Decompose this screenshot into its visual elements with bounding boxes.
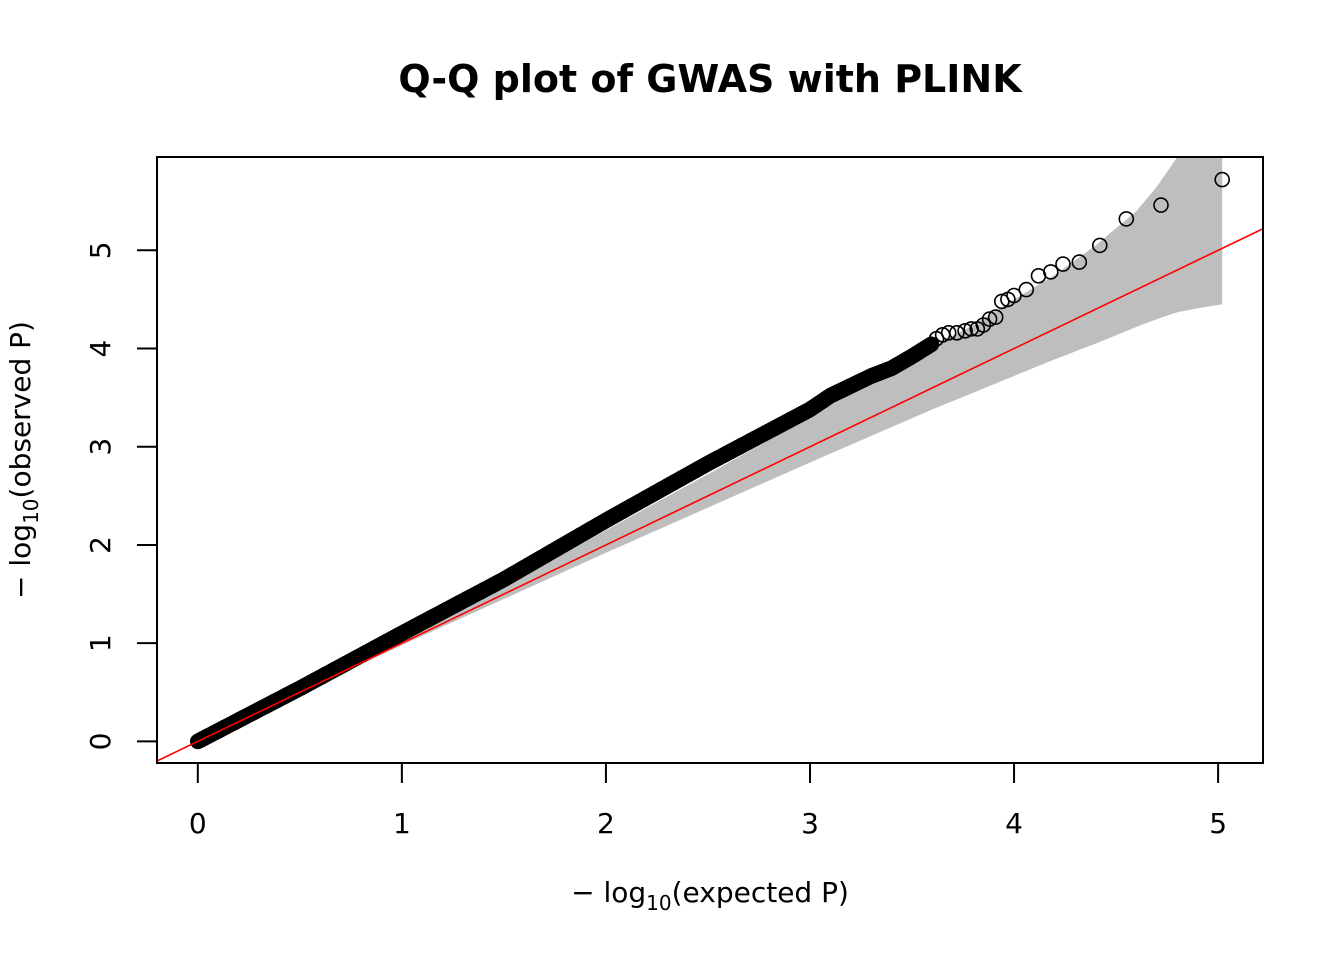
observed-point xyxy=(987,309,1004,325)
y-axis: 0 1 2 3 4 5 xyxy=(84,241,158,750)
observed-point xyxy=(1018,281,1035,298)
observed-points xyxy=(190,171,1230,750)
y-axis-label-suffix: (observed P) xyxy=(4,321,37,498)
y-axis-label-prefix: − log xyxy=(4,524,37,599)
observed-point xyxy=(923,336,940,353)
observed-point xyxy=(1153,197,1169,213)
plot-area xyxy=(157,157,1263,762)
chart-title: Q-Q plot of GWAS with PLINK xyxy=(398,57,1023,101)
observed-point xyxy=(981,311,998,327)
y-tick-label: 0 xyxy=(84,732,117,750)
x-axis-label-prefix: − log xyxy=(571,876,646,909)
x-tick-label: 3 xyxy=(801,807,819,840)
x-tick-label: 1 xyxy=(393,807,411,840)
y-tick-label: 5 xyxy=(84,241,117,259)
x-axis-label: − log10(expected P) xyxy=(571,876,849,915)
observed-point xyxy=(1071,254,1088,270)
y-tick-label: 1 xyxy=(84,634,117,652)
y-tick-label: 2 xyxy=(84,536,117,554)
observed-point xyxy=(1118,211,1135,227)
y-axis-label-subscript: 10 xyxy=(19,498,43,523)
observed-point xyxy=(1092,237,1108,254)
observed-point xyxy=(1006,287,1022,304)
observed-point xyxy=(957,322,973,339)
y-axis-label: − log10(observed P) xyxy=(4,321,43,599)
x-tick-label: 5 xyxy=(1209,807,1227,840)
observed-point xyxy=(1055,256,1071,272)
x-axis-label-suffix: (expected P) xyxy=(672,876,849,909)
x-tick-label: 2 xyxy=(597,807,615,840)
y-tick-label: 3 xyxy=(84,438,117,456)
observed-point xyxy=(993,293,1010,310)
x-axis-label-subscript: 10 xyxy=(646,891,671,915)
observed-point xyxy=(949,324,965,341)
observed-point xyxy=(1043,264,1059,280)
y-tick-label: 4 xyxy=(84,340,117,358)
x-tick-label: 0 xyxy=(189,807,207,840)
x-tick-label: 4 xyxy=(1005,807,1023,840)
reference-line xyxy=(157,227,1263,762)
x-axis: 0 1 2 3 4 5 xyxy=(189,762,1227,840)
observed-point xyxy=(940,324,957,341)
observed-point xyxy=(1214,171,1230,188)
